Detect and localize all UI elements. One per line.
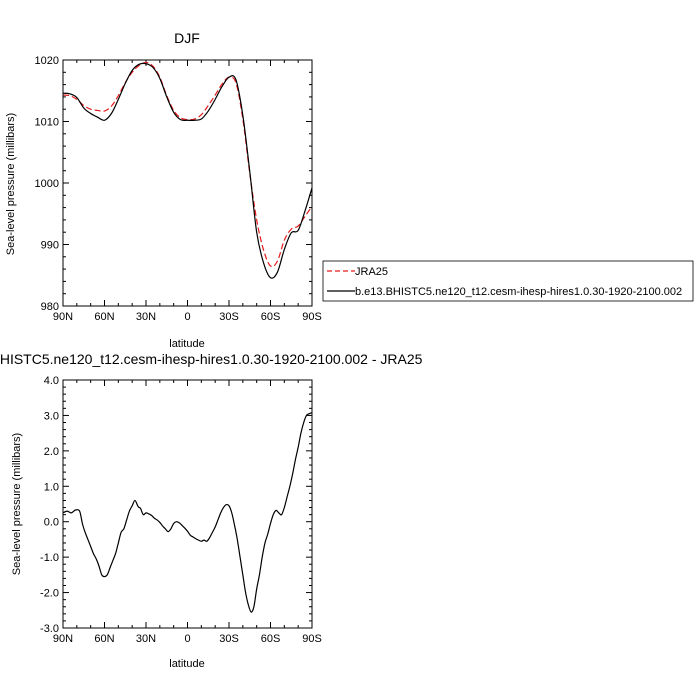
top-panel: DJF Sea-level pressure (millibars) latit… xyxy=(5,30,322,350)
x-tick-label: 30S xyxy=(219,633,239,645)
top-x-axis-label: latitude xyxy=(169,338,204,350)
jra25-series-line xyxy=(62,61,313,268)
legend-label-model: b.e13.BHISTC5.ne120_t12.cesm-ihesp-hires… xyxy=(355,286,682,298)
y-tick-label: 4.0 xyxy=(44,375,59,387)
y-tick-label: 1.0 xyxy=(44,481,59,493)
y-tick-label: 1010 xyxy=(35,117,59,129)
x-tick-label: 60S xyxy=(261,633,281,645)
bottom-chart-title: b.e13.BHISTC5.ne120_t12.cesm-ihesp-hires… xyxy=(0,351,423,367)
x-tick-label: 30N xyxy=(136,633,156,645)
x-tick-label: 90N xyxy=(53,633,73,645)
y-tick-label: 0.0 xyxy=(44,517,59,529)
y-tick-label: 2.0 xyxy=(44,446,59,458)
y-tick-label: 1020 xyxy=(35,55,59,67)
y-tick-label: -2.0 xyxy=(40,588,59,600)
x-tick-label: 90N xyxy=(53,311,73,323)
x-tick-label: 60N xyxy=(94,311,114,323)
difference-series-line xyxy=(62,412,313,613)
y-tick-label: -3.0 xyxy=(40,623,59,635)
x-tick-label: 30S xyxy=(219,311,239,323)
top-legend: JRA25 b.e13.BHISTC5.ne120_t12.cesm-ihesp… xyxy=(322,260,694,302)
y-tick-label: 1000 xyxy=(35,178,59,190)
bottom-y-axis-label: Sea-level pressure (millibars) xyxy=(11,433,23,575)
x-tick-label: 60N xyxy=(94,633,114,645)
top-y-axis-label: Sea-level pressure (millibars) xyxy=(5,113,17,255)
bottom-x-axis-label: latitude xyxy=(169,658,204,670)
top-chart-title: DJF xyxy=(174,30,200,46)
bottom-panel: b.e13.BHISTC5.ne120_t12.cesm-ihesp-hires… xyxy=(0,351,423,670)
bottom-plot-frame xyxy=(62,379,313,629)
b-e13-bhistc5-ne120-t12-cesm-i-series-line xyxy=(62,62,313,279)
legend-box xyxy=(322,260,694,302)
y-tick-label: -1.0 xyxy=(40,552,59,564)
x-tick-label: 60S xyxy=(261,311,281,323)
y-tick-label: 990 xyxy=(41,240,59,252)
x-tick-label: 30N xyxy=(136,311,156,323)
legend-label-jra25: JRA25 xyxy=(355,266,388,278)
x-tick-label: 0 xyxy=(184,633,190,645)
top-plot-frame xyxy=(62,59,313,307)
x-tick-label: 0 xyxy=(184,311,190,323)
y-tick-label: 980 xyxy=(41,301,59,313)
x-tick-label: 90S xyxy=(302,633,322,645)
y-tick-label: 3.0 xyxy=(44,410,59,422)
x-tick-label: 90S xyxy=(302,311,322,323)
